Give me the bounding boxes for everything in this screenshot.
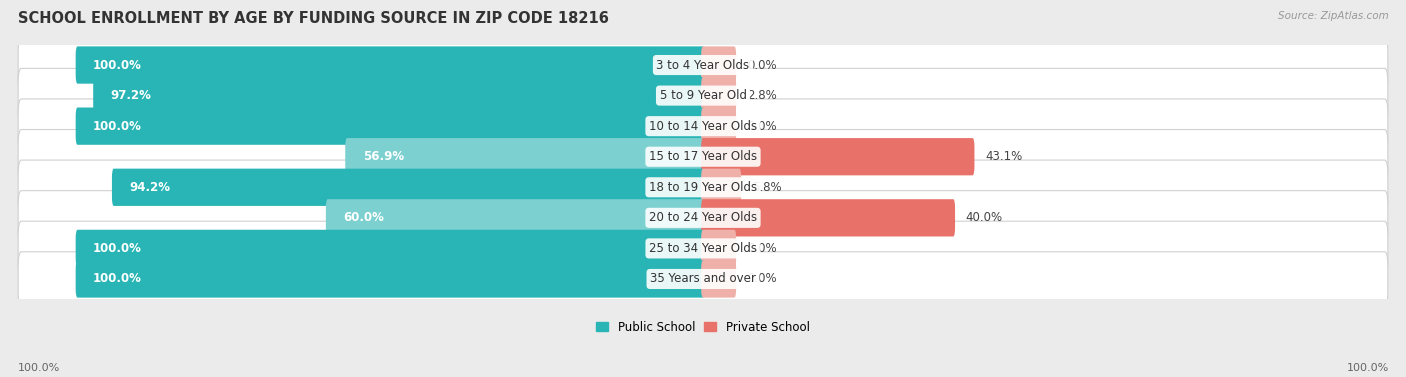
Text: 100.0%: 100.0% (93, 58, 142, 72)
FancyBboxPatch shape (18, 68, 1388, 123)
Text: Source: ZipAtlas.com: Source: ZipAtlas.com (1278, 11, 1389, 21)
Text: 40.0%: 40.0% (966, 211, 1002, 224)
FancyBboxPatch shape (18, 99, 1388, 153)
FancyBboxPatch shape (18, 130, 1388, 184)
Text: 94.2%: 94.2% (129, 181, 170, 194)
FancyBboxPatch shape (93, 77, 704, 114)
FancyBboxPatch shape (112, 169, 704, 206)
Legend: Public School, Private School: Public School, Private School (596, 320, 810, 334)
FancyBboxPatch shape (18, 252, 1388, 306)
Text: 100.0%: 100.0% (93, 120, 142, 133)
Text: 25 to 34 Year Olds: 25 to 34 Year Olds (650, 242, 756, 255)
Text: 100.0%: 100.0% (93, 242, 142, 255)
FancyBboxPatch shape (702, 169, 741, 206)
FancyBboxPatch shape (76, 261, 704, 297)
Text: 3 to 4 Year Olds: 3 to 4 Year Olds (657, 58, 749, 72)
Text: 60.0%: 60.0% (343, 211, 384, 224)
Text: 10 to 14 Year Olds: 10 to 14 Year Olds (650, 120, 756, 133)
Text: 0.0%: 0.0% (747, 58, 776, 72)
FancyBboxPatch shape (76, 46, 704, 84)
Text: 100.0%: 100.0% (93, 273, 142, 285)
FancyBboxPatch shape (702, 46, 737, 84)
FancyBboxPatch shape (702, 261, 737, 297)
FancyBboxPatch shape (702, 77, 737, 114)
FancyBboxPatch shape (18, 38, 1388, 92)
FancyBboxPatch shape (18, 191, 1388, 245)
Text: 20 to 24 Year Olds: 20 to 24 Year Olds (650, 211, 756, 224)
FancyBboxPatch shape (76, 230, 704, 267)
Text: 100.0%: 100.0% (1347, 363, 1389, 373)
FancyBboxPatch shape (702, 199, 955, 236)
Text: 43.1%: 43.1% (986, 150, 1022, 163)
Text: 5 to 9 Year Old: 5 to 9 Year Old (659, 89, 747, 102)
Text: 0.0%: 0.0% (747, 273, 776, 285)
Text: 97.2%: 97.2% (111, 89, 152, 102)
Text: 0.0%: 0.0% (747, 120, 776, 133)
Text: 15 to 17 Year Olds: 15 to 17 Year Olds (650, 150, 756, 163)
FancyBboxPatch shape (702, 107, 737, 145)
FancyBboxPatch shape (702, 230, 737, 267)
FancyBboxPatch shape (346, 138, 704, 175)
FancyBboxPatch shape (326, 199, 704, 236)
FancyBboxPatch shape (18, 160, 1388, 215)
FancyBboxPatch shape (702, 138, 974, 175)
FancyBboxPatch shape (18, 221, 1388, 276)
Text: 56.9%: 56.9% (363, 150, 404, 163)
FancyBboxPatch shape (76, 107, 704, 145)
Text: 35 Years and over: 35 Years and over (650, 273, 756, 285)
Text: 0.0%: 0.0% (747, 242, 776, 255)
Text: 5.8%: 5.8% (752, 181, 782, 194)
Text: SCHOOL ENROLLMENT BY AGE BY FUNDING SOURCE IN ZIP CODE 18216: SCHOOL ENROLLMENT BY AGE BY FUNDING SOUR… (18, 11, 609, 26)
Text: 18 to 19 Year Olds: 18 to 19 Year Olds (650, 181, 756, 194)
Text: 2.8%: 2.8% (747, 89, 776, 102)
Text: 100.0%: 100.0% (18, 363, 60, 373)
